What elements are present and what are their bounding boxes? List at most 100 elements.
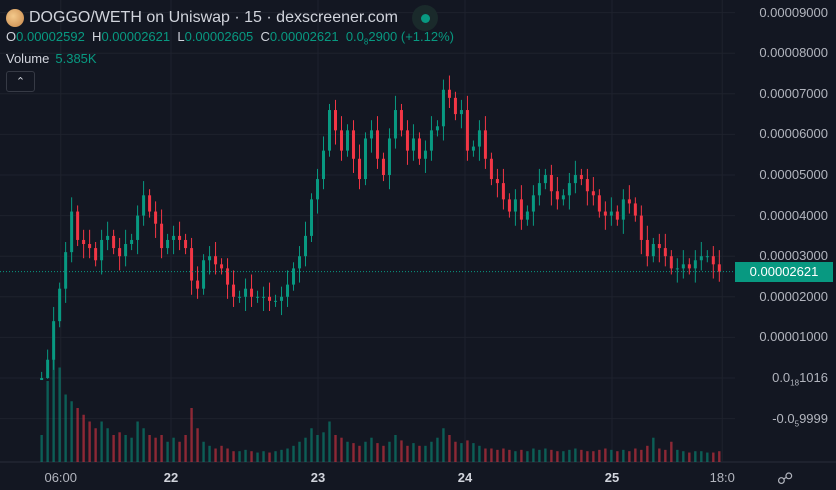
volume-bar (52, 347, 55, 462)
volume-bar (622, 449, 625, 462)
candle-body (345, 130, 349, 151)
volume-bar (400, 440, 403, 462)
volume-value: 5.385K (55, 51, 97, 66)
candle-body (94, 248, 98, 261)
candle-body (393, 110, 397, 139)
price-tick-label: 0.00002000 (759, 288, 828, 304)
volume-bar (268, 452, 271, 462)
volume-bar (532, 448, 535, 462)
volume-bar (166, 441, 169, 462)
volume-bar (364, 441, 367, 462)
candle-body (268, 296, 272, 301)
candle-body (447, 89, 451, 98)
candle-body (190, 248, 194, 281)
candle-body (537, 183, 541, 196)
high-value: 0.00002621 (101, 29, 171, 44)
volume-bar (586, 451, 589, 462)
time-tick-label: 22 (163, 470, 179, 485)
candle-body (232, 284, 236, 297)
volume-bar (406, 445, 409, 462)
candle-body (339, 130, 343, 151)
volume-bar (574, 448, 577, 462)
volume-bar (712, 452, 715, 462)
volume-bar (118, 432, 121, 462)
high-label: H (92, 29, 102, 44)
candle-body (112, 235, 116, 249)
volume-bar (634, 448, 637, 462)
price-tick-label: 0.00004000 (759, 207, 828, 223)
low-value: 0.00002605 (184, 29, 254, 44)
volume-bar (328, 421, 331, 462)
volume-bar (70, 401, 73, 462)
candle-body (357, 158, 361, 180)
candle-body (70, 211, 74, 253)
candle-body (88, 244, 92, 249)
settings-icon[interactable]: ☍ (777, 471, 794, 488)
price-tick-label: 0.00005000 (759, 167, 828, 182)
volume-bar (322, 432, 325, 462)
candle-body (178, 235, 182, 240)
candle-body (46, 359, 50, 378)
volume-bar (334, 435, 337, 462)
candle-body (549, 175, 553, 192)
volume-bar (238, 451, 241, 462)
volume-bar (196, 428, 199, 462)
volume-bar (154, 437, 157, 462)
candle-body (705, 256, 709, 258)
candle-body (405, 130, 409, 151)
volume-bar (352, 443, 355, 462)
candle-body (369, 130, 373, 139)
candle-body (184, 239, 188, 249)
volume-bar (376, 443, 379, 462)
candle-body (286, 284, 290, 297)
volume-bar (76, 408, 79, 462)
candle-body (351, 130, 355, 159)
volume-bar (394, 435, 397, 462)
candle-body (699, 256, 703, 261)
candle-body (489, 158, 493, 180)
volume-bar (202, 441, 205, 462)
price-tick-label: -0.059999 (772, 410, 828, 429)
time-tick-label: 23 (310, 470, 326, 485)
volume-bar (604, 448, 607, 462)
candle-body (669, 256, 673, 269)
candle-body (453, 97, 457, 115)
volume-bar (274, 451, 277, 462)
chart-header: DOGGO/WETH on Uniswap · 15 · dexscreener… (6, 5, 438, 31)
collapse-legend-button[interactable]: ⌃ (6, 71, 35, 92)
volume-bar (568, 449, 571, 462)
volume-bar (40, 435, 43, 462)
candle-body (681, 264, 685, 269)
close-value: 0.00002621 (269, 29, 339, 44)
volume-bar (460, 443, 463, 462)
candle-body (172, 235, 176, 240)
candle-body (561, 195, 565, 200)
candle-body (136, 215, 140, 240)
candle-body (148, 195, 152, 212)
candle-body (327, 110, 331, 151)
volume-bar (580, 449, 583, 462)
candle-body (711, 256, 715, 265)
candle-body (519, 199, 523, 220)
volume-bar (520, 449, 523, 462)
candle-body (471, 146, 475, 151)
candle-body (531, 195, 535, 212)
volume-bar (190, 408, 193, 462)
volume-bar (316, 435, 319, 462)
price-tick-label: 0.0181016 (772, 370, 828, 388)
volume-bar (682, 451, 685, 462)
candle-body (381, 158, 385, 175)
volume-bar (424, 445, 427, 462)
price-tick-label: 0.00007000 (759, 85, 828, 101)
candle-body (687, 264, 691, 269)
volume-bar (418, 445, 421, 462)
volume-bar (112, 435, 115, 462)
volume-bar (466, 440, 469, 462)
volume-bar (706, 452, 709, 462)
volume-bar (244, 449, 247, 462)
candle-body (651, 244, 655, 257)
volume-bar (304, 437, 307, 462)
volume-bar (178, 441, 181, 462)
candle-body (262, 296, 266, 298)
